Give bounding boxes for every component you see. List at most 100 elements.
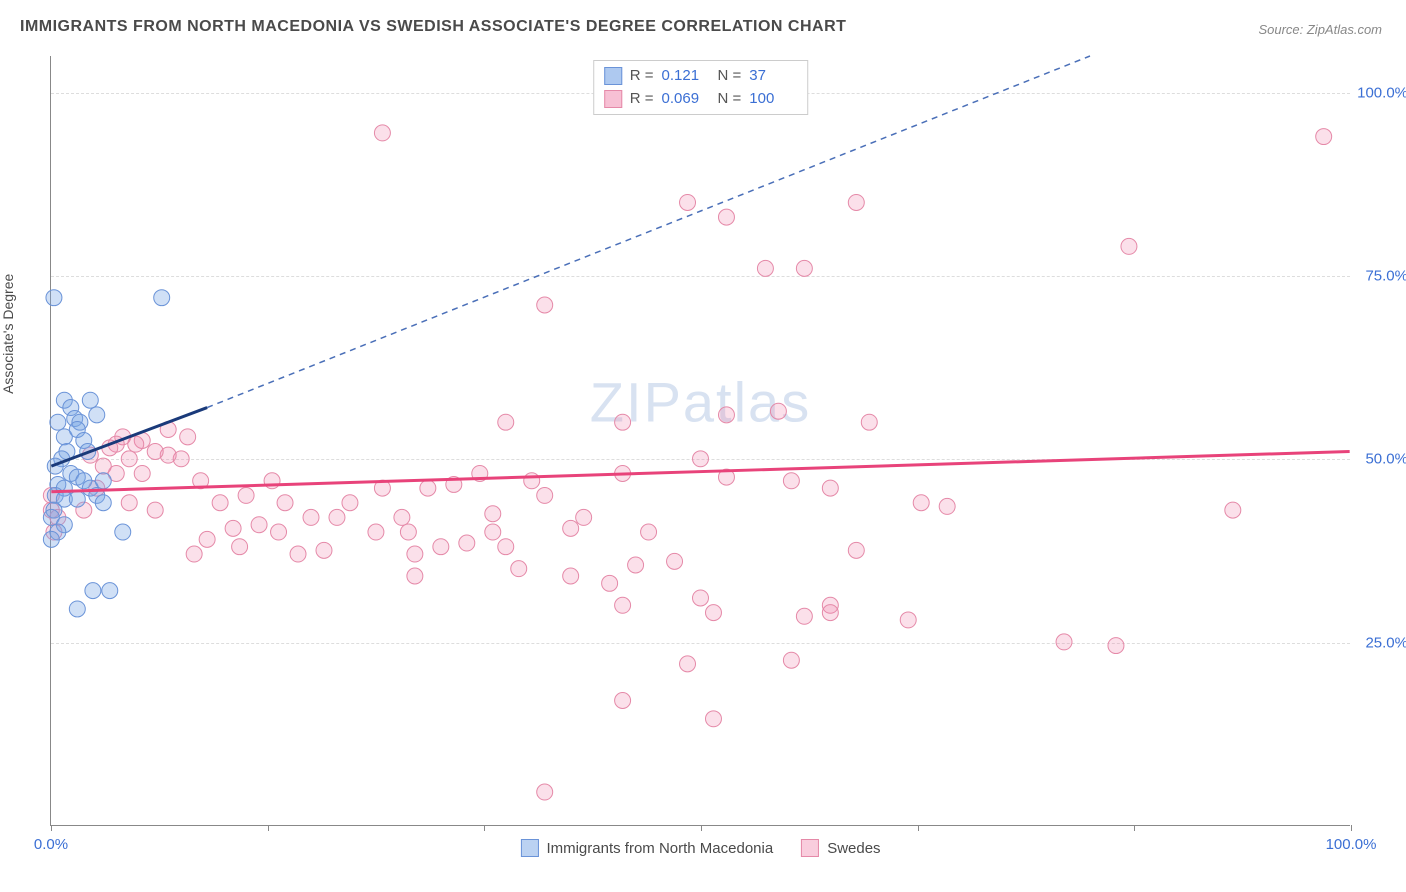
data-point — [342, 495, 358, 511]
data-point — [121, 495, 137, 511]
data-point — [115, 524, 131, 540]
data-point — [485, 524, 501, 540]
data-point — [82, 392, 98, 408]
data-point — [180, 429, 196, 445]
data-point — [433, 539, 449, 555]
stat-legend: R = 0.121 N = 37 R = 0.069 N = 100 — [593, 60, 809, 115]
data-point — [783, 473, 799, 489]
data-point — [271, 524, 287, 540]
data-point — [498, 539, 514, 555]
data-point — [615, 414, 631, 430]
data-point — [628, 557, 644, 573]
data-point — [316, 542, 332, 558]
data-point — [705, 605, 721, 621]
x-tick-mark — [1134, 825, 1135, 831]
data-point — [374, 125, 390, 141]
data-point — [783, 652, 799, 668]
legend-swatch — [520, 839, 538, 857]
data-point — [225, 520, 241, 536]
legend-item: Immigrants from North Macedonia — [520, 839, 773, 857]
stat-r-label: R = — [630, 88, 654, 111]
data-point — [329, 509, 345, 525]
data-point — [368, 524, 384, 540]
data-point — [147, 502, 163, 518]
data-point — [718, 209, 734, 225]
x-tick-mark — [918, 825, 919, 831]
data-point — [121, 451, 137, 467]
data-point — [537, 487, 553, 503]
data-point — [537, 297, 553, 313]
data-point — [1225, 502, 1241, 518]
legend-swatch-blue — [604, 67, 622, 85]
stat-r-label: R = — [630, 65, 654, 88]
data-point — [848, 542, 864, 558]
data-point — [95, 495, 111, 511]
stat-n-pink: 100 — [749, 88, 797, 111]
data-point — [861, 414, 877, 430]
data-point — [770, 403, 786, 419]
data-point — [693, 451, 709, 467]
data-point — [400, 524, 416, 540]
plot-svg — [51, 56, 1350, 825]
data-point — [1108, 638, 1124, 654]
data-point — [199, 531, 215, 547]
legend-swatch — [801, 839, 819, 857]
data-point — [498, 414, 514, 430]
data-point — [485, 506, 501, 522]
data-point — [186, 546, 202, 562]
data-point — [848, 194, 864, 210]
data-point — [85, 583, 101, 599]
data-point — [212, 495, 228, 511]
data-point — [290, 546, 306, 562]
data-point — [563, 568, 579, 584]
data-point — [822, 480, 838, 496]
data-point — [407, 546, 423, 562]
data-point — [615, 597, 631, 613]
data-point — [251, 517, 267, 533]
legend-item: Swedes — [801, 839, 880, 857]
data-point — [822, 605, 838, 621]
chart-title: IMMIGRANTS FROM NORTH MACEDONIA VS SWEDI… — [20, 18, 846, 36]
data-point — [913, 495, 929, 511]
x-tick-mark — [484, 825, 485, 831]
data-point — [102, 583, 118, 599]
data-point — [407, 568, 423, 584]
data-point — [576, 509, 592, 525]
data-point — [900, 612, 916, 628]
data-point — [693, 590, 709, 606]
y-tick-label: 25.0% — [1354, 634, 1406, 651]
x-tick-label-last: 100.0% — [1326, 836, 1377, 853]
data-point — [459, 535, 475, 551]
data-point — [277, 495, 293, 511]
data-point — [796, 608, 812, 624]
data-point — [147, 443, 163, 459]
data-point — [718, 407, 734, 423]
data-point — [303, 509, 319, 525]
stat-n-blue: 37 — [749, 65, 797, 88]
y-tick-label: 100.0% — [1354, 84, 1406, 101]
data-point — [680, 656, 696, 672]
stat-r-blue: 0.121 — [662, 65, 710, 88]
data-point — [563, 520, 579, 536]
stat-row-pink: R = 0.069 N = 100 — [604, 88, 798, 111]
data-point — [69, 491, 85, 507]
data-point — [95, 458, 111, 474]
data-point — [95, 473, 111, 489]
data-point — [757, 260, 773, 276]
data-point — [46, 290, 62, 306]
y-tick-label: 75.0% — [1354, 268, 1406, 285]
source-label: Source: ZipAtlas.com — [1258, 22, 1382, 37]
data-point — [232, 539, 248, 555]
data-point — [705, 711, 721, 727]
data-point — [667, 553, 683, 569]
data-point — [524, 473, 540, 489]
legend-label: Swedes — [827, 840, 880, 857]
data-point — [796, 260, 812, 276]
x-tick-mark — [1351, 825, 1352, 831]
data-point — [89, 407, 105, 423]
legend-swatch-pink — [604, 90, 622, 108]
y-axis-label: Associate's Degree — [0, 274, 16, 394]
data-point — [1056, 634, 1072, 650]
stat-n-label: N = — [718, 65, 742, 88]
data-point — [615, 693, 631, 709]
